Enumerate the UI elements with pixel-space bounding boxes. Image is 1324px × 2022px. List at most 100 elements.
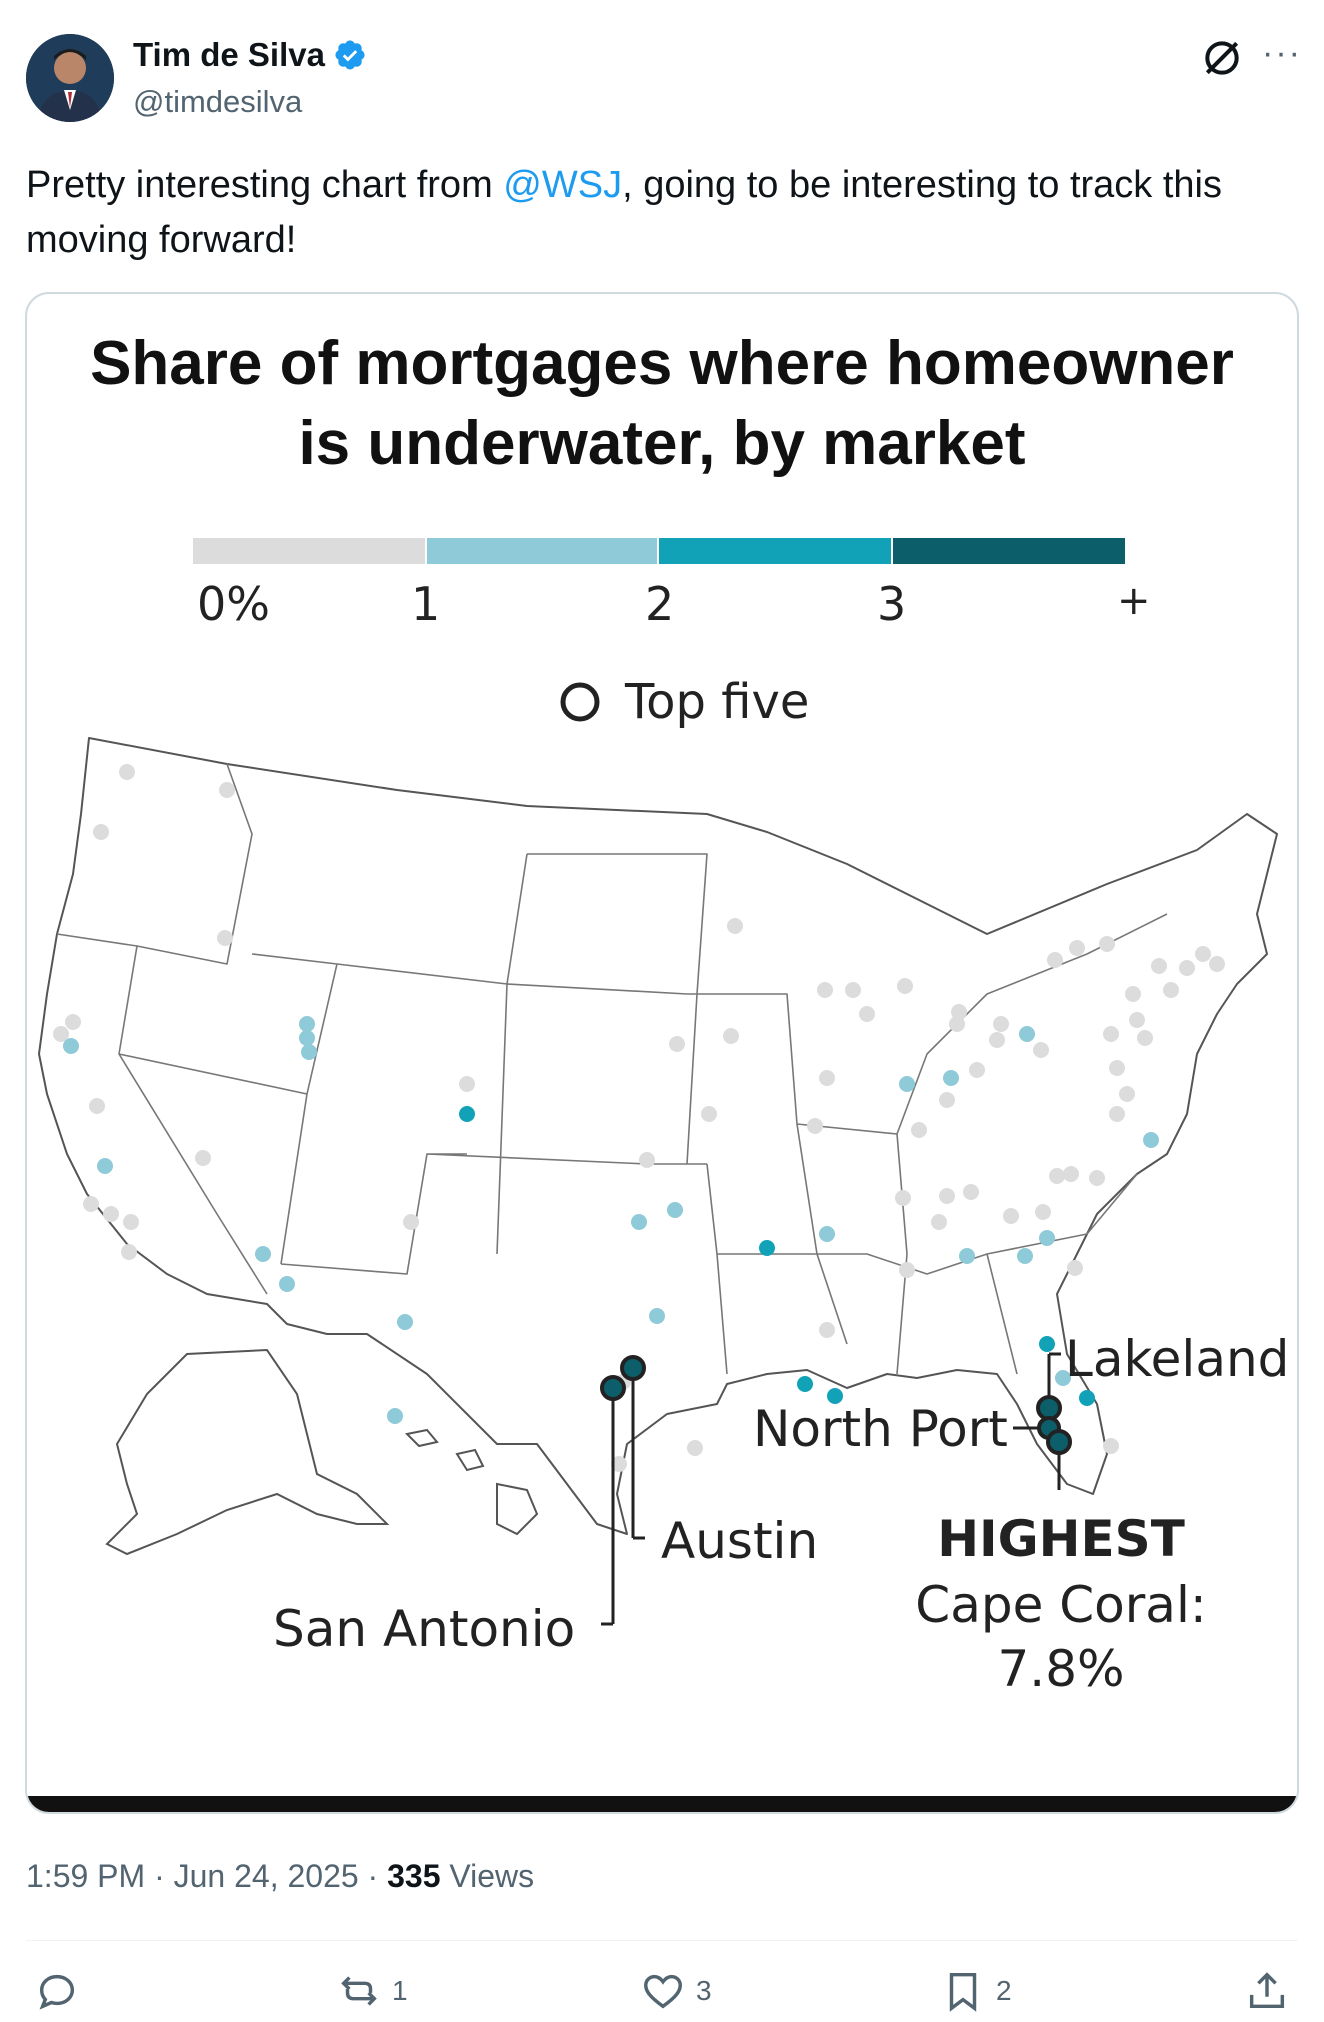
- market-dot: [807, 1118, 823, 1134]
- market-dot: [1055, 1370, 1071, 1386]
- views-count: 335: [387, 1858, 441, 1894]
- market-dot: [819, 1322, 835, 1338]
- market-dot: [639, 1152, 655, 1168]
- market-dot: [1119, 1086, 1135, 1102]
- market-dot: [459, 1106, 475, 1122]
- market-dot: [1129, 1012, 1145, 1028]
- map-graphic: 0% 1 2 3 + Top five: [38, 538, 1289, 1698]
- share-button[interactable]: [1244, 1968, 1290, 2014]
- market-dot: [123, 1214, 139, 1230]
- alaska-outline: [105, 1348, 390, 1556]
- market-dot: [611, 1456, 627, 1472]
- market-dot: [1103, 1026, 1119, 1042]
- market-dot: [1019, 1026, 1035, 1042]
- tweet-image[interactable]: Share of mortgages where homeowner is un…: [25, 292, 1299, 1814]
- market-dot: [943, 1070, 959, 1086]
- top-five-circles: [600, 1355, 1072, 1455]
- market-dot: [951, 1004, 967, 1020]
- market-dot: [687, 1440, 703, 1456]
- market-dot: [1049, 1168, 1065, 1184]
- top-five-marker-icon: [560, 682, 600, 722]
- like-button[interactable]: 3: [640, 1968, 712, 2014]
- label-san-antonio: San Antonio: [273, 1600, 575, 1658]
- market-dot: [723, 1028, 739, 1044]
- market-dot: [897, 978, 913, 994]
- legend-top-five: Top five: [560, 674, 809, 730]
- bookmark-button[interactable]: 2: [940, 1968, 1012, 2014]
- market-dot: [1143, 1132, 1159, 1148]
- market-dot: [993, 1016, 1009, 1032]
- market-dot: [939, 1188, 955, 1204]
- market-dot: [195, 1150, 211, 1166]
- market-dot: [301, 1044, 317, 1060]
- market-dot: [279, 1276, 295, 1292]
- market-dot: [1109, 1060, 1125, 1076]
- market-dot: [459, 1076, 475, 1092]
- chart-title-line2: is underwater, by market: [298, 409, 1026, 478]
- grok-icon[interactable]: [1200, 36, 1244, 80]
- market-dot: [989, 1032, 1005, 1048]
- author-name-text[interactable]: Tim de Silva: [133, 36, 325, 73]
- more-options-icon[interactable]: ···: [1262, 34, 1302, 72]
- legend-tick-3: 3: [877, 577, 906, 631]
- market-dot: [1033, 1042, 1049, 1058]
- label-austin: Austin: [661, 1512, 818, 1570]
- tweet-time[interactable]: 1:59 PM: [26, 1858, 146, 1894]
- market-dot: [797, 1376, 813, 1392]
- top-five-markers: [601, 1352, 1061, 1626]
- market-dot: [963, 1184, 979, 1200]
- reply-button[interactable]: [34, 1968, 90, 2014]
- market-dot: [93, 824, 109, 840]
- market-dot: [1179, 960, 1195, 976]
- meta-separator: ·: [154, 1858, 174, 1894]
- tweet-date[interactable]: Jun 24, 2025: [173, 1858, 359, 1894]
- author-handle[interactable]: @timdesilva: [133, 84, 303, 119]
- divider: [26, 1940, 1298, 1941]
- market-dot: [667, 1202, 683, 1218]
- tweet-text-after: , going to be interesting to track this …: [26, 164, 1222, 261]
- san-antonio-marker: [600, 1375, 626, 1401]
- market-dot: [1103, 1438, 1119, 1454]
- market-dot: [1209, 956, 1225, 972]
- tweet-text: Pretty interesting chart from @WSJ, goin…: [26, 158, 1296, 268]
- bookmark-count: 2: [996, 1975, 1012, 2006]
- market-dot: [895, 1190, 911, 1206]
- market-dot: [817, 982, 833, 998]
- reply-icon: [39, 1974, 75, 2010]
- author-name[interactable]: Tim de Silva: [133, 36, 367, 74]
- like-count: 3: [696, 1975, 712, 2006]
- cape-coral-marker: [1046, 1429, 1072, 1455]
- market-dot: [97, 1158, 113, 1174]
- market-dot: [1067, 1260, 1083, 1276]
- austin-marker: [620, 1355, 646, 1381]
- market-dot: [121, 1244, 137, 1260]
- tweet-meta: 1:59 PM · Jun 24, 2025 · 335 Views: [26, 1858, 534, 1895]
- us-map: [38, 737, 1278, 1535]
- legend-scale: 0% 1 2 3 +: [193, 538, 1151, 631]
- market-dot: [83, 1196, 99, 1212]
- label-cape-coral: Cape Coral:: [915, 1576, 1206, 1634]
- market-dot: [63, 1038, 79, 1054]
- market-dot: [299, 1030, 315, 1046]
- mention-link[interactable]: @WSJ: [503, 164, 623, 206]
- market-dot: [899, 1262, 915, 1278]
- market-dot: [1163, 982, 1179, 998]
- alaska-hawaii: [105, 1348, 539, 1556]
- top-five-label: Top five: [624, 674, 809, 730]
- market-dot: [1069, 940, 1085, 956]
- contiguous-us-outline: [38, 737, 1278, 1535]
- legend-bin-2: [659, 538, 891, 564]
- market-dot: [669, 1036, 685, 1052]
- market-dot: [1079, 1390, 1095, 1406]
- market-dot: [819, 1226, 835, 1242]
- market-dot: [65, 1014, 81, 1030]
- avatar[interactable]: [26, 34, 114, 122]
- market-dot: [859, 1006, 875, 1022]
- chart-title: Share of mortgages where homeowner is un…: [27, 324, 1297, 484]
- meta-separator: ·: [367, 1858, 388, 1894]
- market-dot: [939, 1092, 955, 1108]
- market-dot: [1151, 958, 1167, 974]
- legend-bin-0: [193, 538, 425, 564]
- label-highest: HIGHEST: [937, 1510, 1185, 1568]
- repost-button[interactable]: 1: [336, 1968, 408, 2014]
